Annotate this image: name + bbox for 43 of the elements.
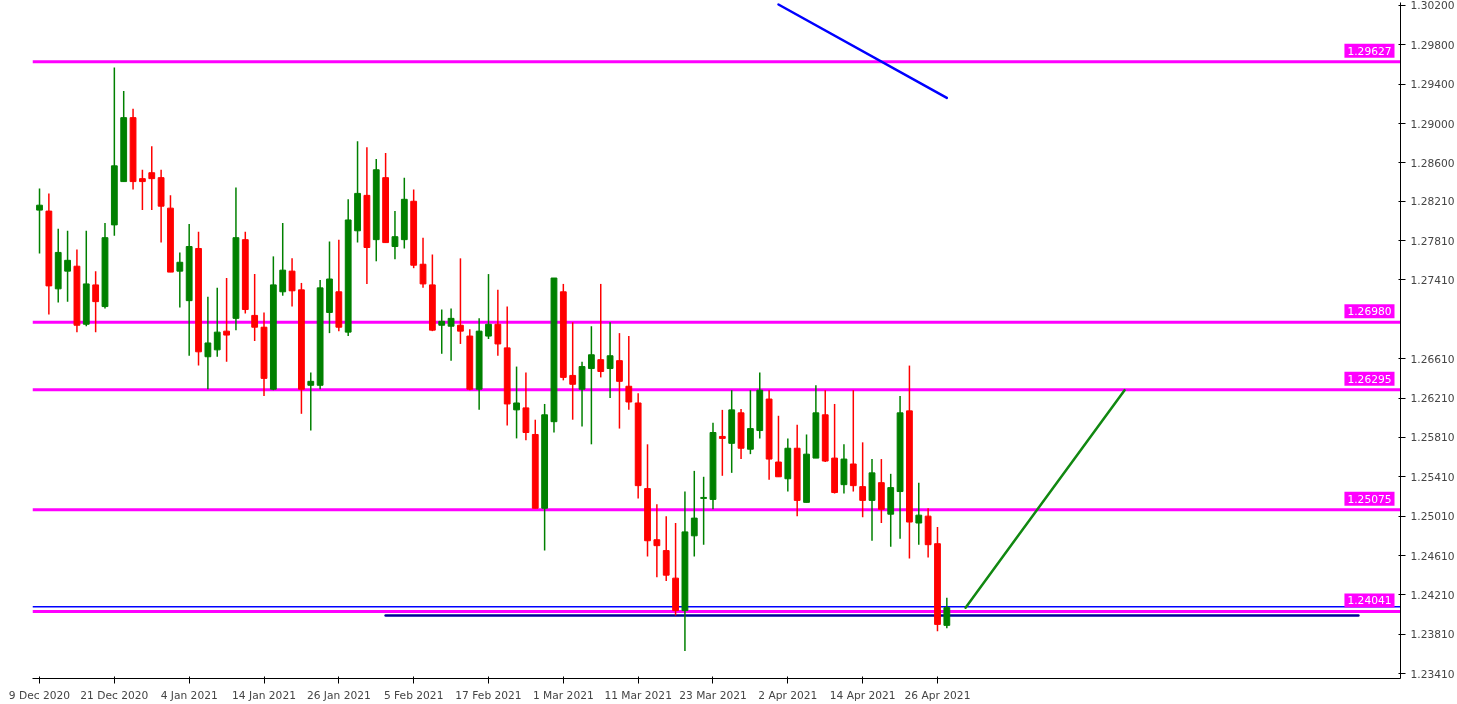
y-tick-label: 1.29800 bbox=[1410, 38, 1455, 52]
x-tick-label: 11 Mar 2021 bbox=[604, 688, 672, 702]
y-tick-label: 1.23810 bbox=[1410, 628, 1455, 642]
candlestick bbox=[578, 360, 586, 428]
x-tick-label: 26 Jan 2021 bbox=[306, 688, 371, 702]
candlestick bbox=[279, 222, 287, 297]
y-tick-label: 1.27410 bbox=[1410, 273, 1455, 287]
ref-line-label: 1.25075 bbox=[1347, 492, 1392, 506]
y-tick-label: 1.25810 bbox=[1410, 431, 1455, 445]
candlestick bbox=[288, 257, 296, 308]
x-tick-label: 14 Jan 2021 bbox=[232, 688, 296, 702]
y-tick-label: 1.25410 bbox=[1410, 470, 1455, 484]
x-tick-label: 21 Dec 2020 bbox=[80, 688, 149, 702]
ref-line-label: 1.26295 bbox=[1347, 372, 1392, 386]
x-tick-label: 23 Mar 2021 bbox=[679, 688, 747, 702]
y-tick-label: 1.27810 bbox=[1410, 234, 1455, 248]
candlestick bbox=[494, 289, 502, 357]
candlestick bbox=[849, 389, 857, 493]
y-tick-label: 1.28600 bbox=[1410, 156, 1455, 170]
y-tick-label: 1.24210 bbox=[1410, 588, 1455, 602]
x-tick-label: 4 Jan 2021 bbox=[160, 688, 218, 702]
ref-line-label: 1.26980 bbox=[1347, 305, 1392, 319]
candlestick bbox=[616, 332, 623, 430]
y-tick-label: 1.25010 bbox=[1410, 510, 1455, 524]
candlestick bbox=[419, 236, 427, 289]
x-tick-label: 2 Apr 2021 bbox=[758, 688, 818, 702]
y-tick-label: 1.29000 bbox=[1410, 117, 1455, 131]
candlestick bbox=[747, 389, 754, 455]
y-tick-label: 1.26610 bbox=[1410, 352, 1455, 366]
x-tick-label: 1 Mar 2021 bbox=[532, 688, 594, 702]
y-tick-label: 1.29400 bbox=[1410, 78, 1455, 92]
ref-line-label: 1.24041 bbox=[1347, 594, 1392, 608]
y-tick-label: 1.28210 bbox=[1410, 195, 1455, 209]
x-tick-label: 5 Feb 2021 bbox=[383, 688, 444, 702]
x-tick-label: 17 Feb 2021 bbox=[455, 688, 522, 702]
x-tick-label: 26 Apr 2021 bbox=[904, 688, 971, 702]
y-tick-label: 1.26210 bbox=[1410, 392, 1455, 406]
x-tick-label: 9 Dec 2020 bbox=[8, 688, 71, 702]
y-tick-label: 1.30200 bbox=[1410, 0, 1455, 13]
y-tick-label: 1.23410 bbox=[1410, 667, 1455, 681]
x-tick-label: 14 Apr 2021 bbox=[829, 688, 896, 702]
y-tick-label: 1.24610 bbox=[1410, 549, 1455, 563]
ref-line-label: 1.29627 bbox=[1347, 44, 1392, 58]
